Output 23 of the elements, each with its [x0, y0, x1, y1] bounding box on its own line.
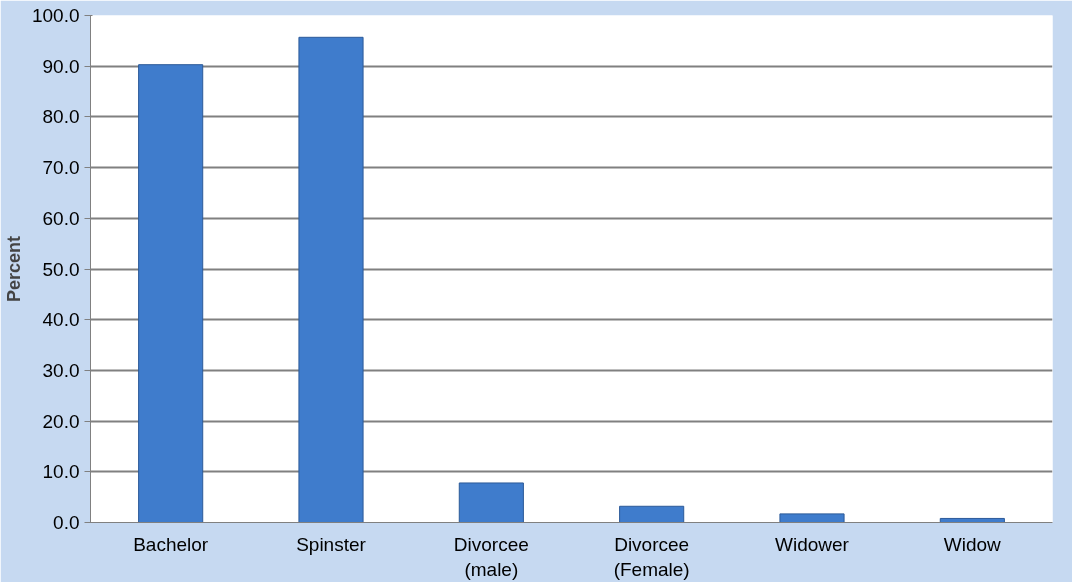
y-tick-label: 50.0	[42, 258, 80, 280]
x-tick-label: Spinster	[296, 533, 367, 555]
x-tick-label: Widower	[775, 533, 850, 555]
y-tick-label: 100.0	[31, 5, 80, 26]
x-tick-label: Widow	[943, 533, 1002, 555]
y-tick-label: 80.0	[42, 106, 80, 128]
y-tick-label: 40.0	[42, 309, 80, 331]
y-axis-title: Percent	[3, 235, 24, 303]
bar	[779, 513, 845, 523]
bar	[619, 505, 685, 523]
y-tick-label: 10.0	[42, 461, 80, 483]
bar	[298, 36, 364, 523]
y-tick-label: 30.0	[42, 359, 80, 381]
x-tick-label: Divorcee (male)	[453, 533, 529, 580]
y-tick-label: 0.0	[53, 512, 80, 533]
y-tick-label: 90.0	[42, 55, 80, 77]
x-tick-label: Bachelor	[133, 533, 209, 555]
bar	[138, 64, 204, 523]
y-tick-label: 20.0	[42, 410, 80, 432]
y-tick-label: 70.0	[42, 157, 80, 179]
bar	[458, 482, 524, 523]
y-tick-label: 60.0	[42, 207, 80, 229]
x-tick-label: Divorcee (Female)	[613, 533, 690, 580]
